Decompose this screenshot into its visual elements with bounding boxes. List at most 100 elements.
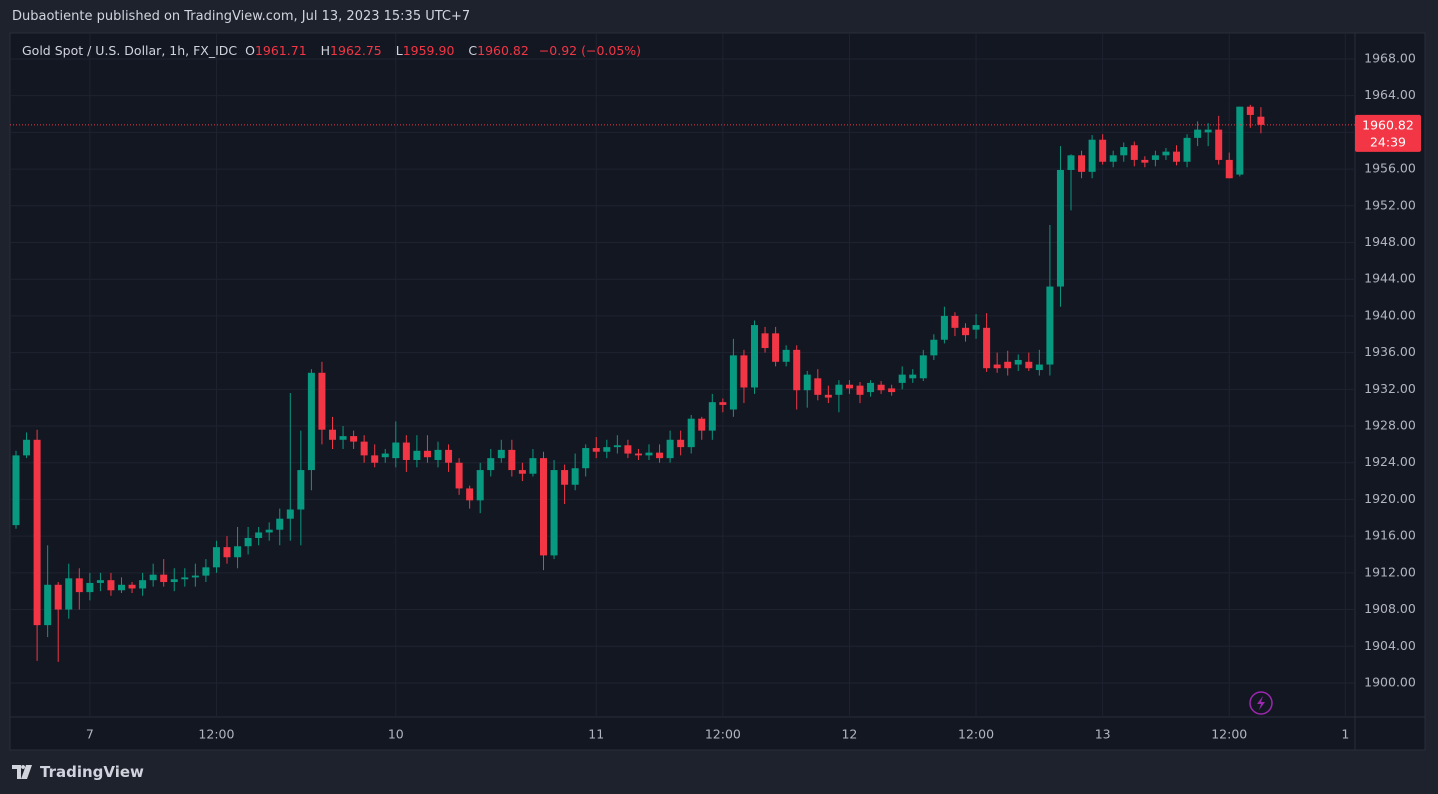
candle-body xyxy=(1025,361,1033,369)
y-tick-label: 1932.00 xyxy=(1364,381,1416,396)
grid xyxy=(10,33,1355,717)
x-tick-label: 11 xyxy=(588,727,604,742)
candle-body xyxy=(476,470,484,501)
candle-body xyxy=(466,488,474,501)
candle-body xyxy=(392,442,400,459)
candle-body xyxy=(86,582,94,593)
candle-body xyxy=(202,567,210,576)
candle-body xyxy=(824,394,832,398)
candle-body xyxy=(286,509,294,519)
candle-body xyxy=(698,418,706,431)
candle-body xyxy=(381,453,389,458)
candle-body xyxy=(993,364,1001,369)
candle-body xyxy=(497,449,505,459)
y-tick-label: 1936.00 xyxy=(1364,344,1416,359)
candle-body xyxy=(360,441,368,456)
y-tick-label: 1924.00 xyxy=(1364,454,1416,469)
lightning-icon[interactable] xyxy=(1249,691,1273,715)
candle-body xyxy=(1151,155,1159,160)
candle-body xyxy=(181,577,189,580)
candle-body xyxy=(1236,106,1244,175)
candle-body xyxy=(624,445,632,454)
candle-body xyxy=(508,449,516,471)
legend-value: 1962.75 xyxy=(330,43,382,58)
candle-body xyxy=(1056,170,1064,287)
candle-body xyxy=(1046,286,1054,365)
candle-body xyxy=(223,547,231,558)
candle-body xyxy=(740,355,748,388)
candle-body xyxy=(1004,361,1012,369)
y-tick-label: 1912.00 xyxy=(1364,564,1416,579)
y-tick-label: 1944.00 xyxy=(1364,271,1416,286)
candle-body xyxy=(550,470,558,556)
candle-body xyxy=(1257,116,1265,125)
x-tick-label: 12:00 xyxy=(1211,727,1247,742)
candle-body xyxy=(677,439,685,448)
candle-body xyxy=(128,584,136,589)
candle-body xyxy=(571,468,579,485)
candle-body xyxy=(1035,364,1043,371)
candle-body xyxy=(297,470,305,510)
candle-body xyxy=(845,384,853,389)
candle-body xyxy=(423,450,431,458)
last-price-box xyxy=(1355,114,1421,152)
candle-body xyxy=(687,418,695,448)
candle-body xyxy=(54,584,62,610)
candle-body xyxy=(1014,359,1022,365)
candle-body xyxy=(255,532,263,538)
candle-body xyxy=(191,575,199,578)
candle-body xyxy=(877,384,885,391)
y-tick-label: 1952.00 xyxy=(1364,197,1416,212)
candle-body xyxy=(603,447,611,452)
candle-body xyxy=(803,374,811,391)
candle-body xyxy=(634,453,642,456)
candle-body xyxy=(909,374,917,379)
legend-key: H xyxy=(320,43,331,58)
candle-body xyxy=(265,529,273,533)
candle-body xyxy=(940,315,948,340)
candle-body xyxy=(487,458,495,471)
candles xyxy=(12,104,1265,662)
candle-body xyxy=(708,402,716,431)
x-tick-label: 12:00 xyxy=(958,727,994,742)
legend-value: 1961.71 xyxy=(254,43,307,58)
candle-body xyxy=(371,455,379,463)
x-tick-label: 13 xyxy=(1095,727,1111,742)
candle-body xyxy=(455,462,463,489)
candle-body xyxy=(972,325,980,330)
y-tick-label: 1900.00 xyxy=(1364,674,1416,689)
candle-body xyxy=(656,452,664,459)
legend-symbol: Gold Spot / U.S. Dollar, 1h, FX_IDC xyxy=(22,43,238,58)
candle-body xyxy=(339,436,347,440)
y-tick-label: 1916.00 xyxy=(1364,528,1416,543)
candle-body xyxy=(1099,139,1107,162)
candle-body xyxy=(1225,159,1233,179)
candle-body xyxy=(561,470,569,485)
candle-body xyxy=(1173,151,1180,162)
brand-logo xyxy=(12,765,32,779)
candle-body xyxy=(12,455,20,526)
candle-body xyxy=(75,578,83,593)
candle-body xyxy=(751,325,758,388)
axes: 1900.00 1904.00 1908.00 1912.00 1916.00 1920.… xyxy=(10,50,1421,742)
candle-body xyxy=(33,439,41,626)
lightning-glyph xyxy=(1257,696,1265,710)
candle-body xyxy=(434,449,442,460)
candle-body xyxy=(1204,129,1212,133)
candle-body xyxy=(613,445,621,448)
legend-value: 1959.90 xyxy=(402,43,455,58)
candle-body xyxy=(1130,145,1138,160)
brand-name: TradingView xyxy=(40,763,144,781)
candle-body xyxy=(329,429,336,440)
legend-key: L xyxy=(395,43,403,58)
candle-body xyxy=(793,349,801,391)
candle-body xyxy=(719,402,727,405)
candle-body xyxy=(518,470,526,474)
candle-body xyxy=(1120,147,1128,156)
y-tick-label: 1904.00 xyxy=(1364,638,1416,653)
candle-body xyxy=(782,349,790,362)
candle-body xyxy=(1183,137,1191,162)
y-tick-label: 1920.00 xyxy=(1364,491,1416,506)
